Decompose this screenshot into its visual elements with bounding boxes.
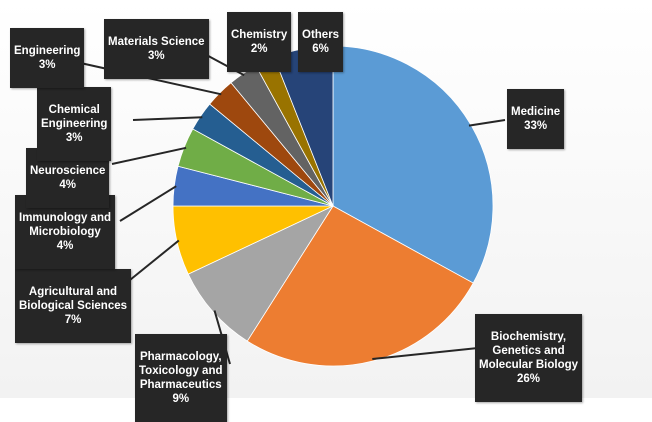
label-engineering: Engineering 3% bbox=[10, 28, 85, 88]
leader-line-biochemistry-genetics-and-molecular-biology bbox=[372, 347, 479, 360]
leader-line-agricultural-and-biological-sciences bbox=[124, 239, 180, 285]
label-materials-science: Materials Science 3% bbox=[104, 19, 209, 79]
label-agricultural: Agricultural and Biological Sciences 7% bbox=[15, 269, 132, 343]
label-biochemistry: Biochemistry, Genetics and Molecular Bio… bbox=[475, 314, 583, 402]
pie-slice-biochemistry-genetics-and-molecular-biology bbox=[246, 205, 474, 367]
label-chemistry: Chemistry 2% bbox=[227, 12, 292, 72]
leader-line-immunology-and-microbiology bbox=[119, 185, 177, 222]
label-chemical-engineering: Chemical Engineering 3% bbox=[37, 87, 112, 161]
label-others: Others 6% bbox=[298, 12, 344, 72]
label-medicine: Medicine 33% bbox=[507, 89, 565, 149]
leader-line-chemical-engineering bbox=[132, 116, 203, 121]
label-pharmacology: Pharmacology, Toxicology and Pharmaceuti… bbox=[135, 334, 227, 422]
leader-line-medicine bbox=[468, 119, 506, 127]
pie-slice-pharmacology-toxicology-and-pharmaceutics bbox=[187, 205, 335, 342]
leader-line-neuroscience bbox=[111, 146, 187, 165]
